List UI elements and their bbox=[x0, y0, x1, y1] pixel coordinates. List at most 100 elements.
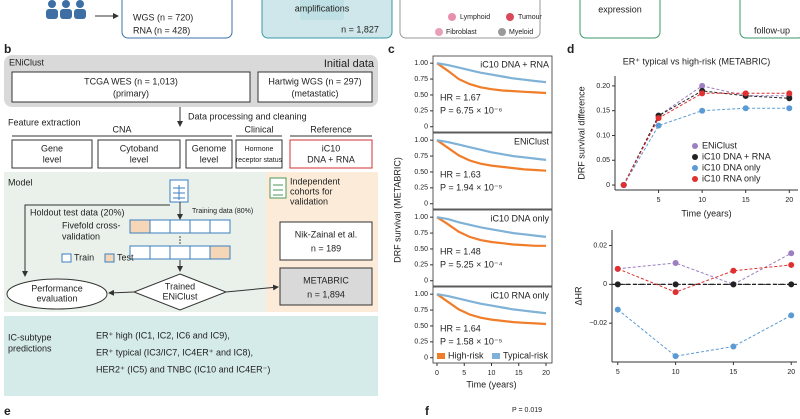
step-text: Training data (80%) bbox=[192, 208, 253, 215]
group-label: Reference bbox=[310, 124, 352, 134]
panel-title: ENiClust bbox=[514, 136, 550, 146]
cell-label: Tumour bbox=[518, 14, 543, 21]
hr-text: HR = 1.63 bbox=[440, 169, 481, 179]
panel-label: c bbox=[388, 42, 395, 56]
feature-boxes bbox=[11, 139, 373, 169]
feature-text: level bbox=[130, 154, 149, 164]
arrow bbox=[22, 204, 170, 277]
prediction-bg bbox=[4, 316, 378, 396]
data-point bbox=[786, 95, 793, 102]
data-point bbox=[788, 250, 795, 257]
y-tick-label: 1.00 bbox=[414, 291, 428, 298]
p-value: P = 0.019 bbox=[512, 407, 542, 414]
survival-curve bbox=[436, 139, 547, 172]
data-point bbox=[788, 261, 795, 268]
feature-text: Hormone bbox=[245, 146, 274, 153]
cell-label: Fibroblast bbox=[446, 29, 477, 36]
x-tick-label: 20 bbox=[787, 369, 795, 376]
y-tick-label: 0.10 bbox=[596, 132, 610, 139]
feature-text: DNA + RNA bbox=[307, 154, 355, 164]
section-title: validation bbox=[290, 196, 328, 206]
data-point bbox=[730, 343, 737, 350]
y-tick-label: 1.00 bbox=[414, 60, 428, 67]
x-axis-label: Time (years) bbox=[466, 379, 516, 389]
panel-label: d bbox=[567, 42, 574, 56]
box-text: n = 1,827 bbox=[341, 24, 379, 34]
plot-frame bbox=[432, 55, 553, 133]
y-tick-label: 0.50 bbox=[414, 169, 428, 176]
p-text: P = 6.75 × 10⁻⁶ bbox=[440, 105, 503, 115]
step-text: validation bbox=[62, 231, 100, 241]
series-line bbox=[623, 107, 790, 186]
box-text: n = 189 bbox=[311, 243, 341, 253]
hr-text: HR = 1.48 bbox=[440, 246, 481, 256]
legend-marker bbox=[692, 154, 698, 160]
p-text: P = 1.58 × 10⁻⁵ bbox=[440, 336, 503, 346]
step-text: Holdout test data (20%) bbox=[30, 207, 125, 217]
p-text: P = 1.94 × 10⁻⁵ bbox=[440, 182, 503, 192]
y-tick-label: 0 bbox=[603, 281, 607, 288]
box-text: TCGA WES (n = 1,013) bbox=[84, 76, 178, 86]
data-point bbox=[699, 90, 706, 97]
node-text: ENiClust bbox=[162, 291, 198, 301]
legend-label: High-risk bbox=[448, 350, 484, 360]
step-text: Fivefold cross- bbox=[62, 220, 121, 230]
legend-text: Test bbox=[117, 252, 134, 262]
box-text: Hartwig WGS (n = 297) bbox=[268, 76, 361, 86]
legend-label: Typical-risk bbox=[503, 350, 549, 360]
section-title: Independent bbox=[290, 176, 341, 186]
feature-text: iC10 bbox=[322, 143, 341, 153]
section-title: cohorts for bbox=[290, 186, 333, 196]
feature-text: Genome bbox=[192, 143, 227, 153]
survival-curve bbox=[436, 62, 547, 84]
prediction-text: ER⁺ typical (IC3/IC7, IC4ER⁺ and IC8), bbox=[96, 347, 253, 357]
x-tick-label: 5 bbox=[462, 370, 466, 377]
y-axis-label: DRF survival (METABRIC) bbox=[392, 157, 402, 263]
data-point bbox=[672, 260, 679, 266]
feature-text: level bbox=[200, 154, 219, 164]
x-tick-label: 5 bbox=[657, 197, 661, 204]
box-text: (primary) bbox=[113, 88, 149, 98]
box bbox=[739, 0, 800, 39]
y-tick-label: 0.50 bbox=[414, 92, 428, 99]
panel-title: iC10 DNA + RNA bbox=[480, 59, 549, 69]
prediction-text: HER2⁺ (IC5) and TNBC (IC10 and IC4ER⁻) bbox=[96, 364, 270, 374]
panel-title: iC10 RNA only bbox=[490, 290, 549, 300]
data-point bbox=[730, 267, 737, 274]
data-point bbox=[655, 115, 662, 122]
x-tick-label: 10 bbox=[698, 197, 706, 204]
plot-frame bbox=[432, 209, 553, 287]
survival-curve bbox=[436, 293, 547, 315]
data-point bbox=[672, 353, 679, 360]
group-label: Clinical bbox=[244, 124, 273, 134]
node-text: evaluation bbox=[36, 293, 77, 303]
box bbox=[257, 71, 373, 103]
data-point bbox=[742, 90, 749, 97]
data-point bbox=[699, 82, 706, 89]
legend-marker bbox=[692, 176, 698, 182]
y-tick-label: 0.75 bbox=[414, 76, 428, 83]
box bbox=[399, 0, 541, 39]
survival-curve bbox=[436, 216, 547, 238]
section-title: Feature extraction bbox=[8, 117, 81, 127]
x-tick-label: 0 bbox=[435, 370, 439, 377]
x-axis-label: Time (years) bbox=[681, 208, 731, 218]
panel-label: b bbox=[4, 42, 11, 56]
legend-marker bbox=[692, 143, 698, 149]
section-title: ENiClust bbox=[9, 57, 45, 67]
survival-curve bbox=[436, 62, 547, 95]
box bbox=[11, 71, 251, 103]
y-tick-label: 0.05 bbox=[596, 157, 610, 164]
box-text: n = 1,894 bbox=[307, 289, 345, 299]
data-point bbox=[788, 281, 795, 288]
x-tick-label: 15 bbox=[515, 370, 523, 377]
node-text: Performance bbox=[31, 283, 83, 293]
box-text: expression bbox=[598, 4, 642, 14]
feature-text: Cytoband bbox=[120, 143, 159, 153]
cell-label: Lymphoid bbox=[460, 14, 490, 21]
box bbox=[300, 0, 344, 20]
cell-icon bbox=[435, 28, 443, 36]
data-point bbox=[655, 122, 662, 129]
legend-label: iC10 DNA only bbox=[702, 162, 761, 172]
